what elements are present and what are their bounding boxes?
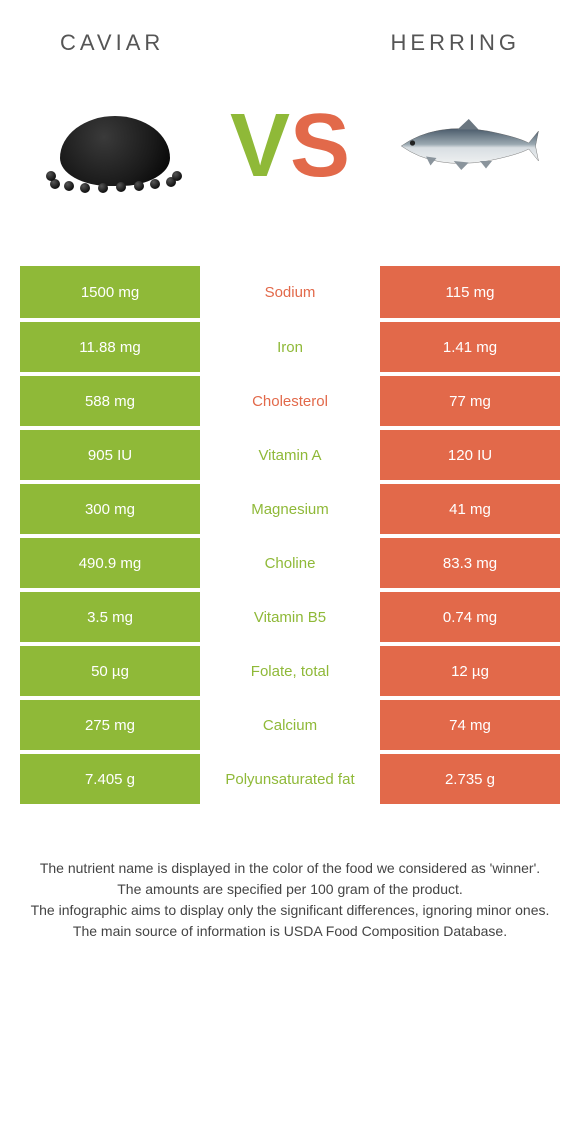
footer-line-3: The infographic aims to display only the… [30,900,550,921]
footer-notes: The nutrient name is displayed in the co… [0,808,580,942]
right-value: 41 mg [380,482,560,536]
nutrient-label: Vitamin B5 [200,590,380,644]
vs-v: V [230,101,290,191]
right-value: 77 mg [380,374,560,428]
caviar-image [40,86,190,206]
left-value: 50 µg [20,644,200,698]
image-row: VS [0,66,580,266]
table-row: 300 mgMagnesium41 mg [20,482,560,536]
table-row: 490.9 mgCholine83.3 mg [20,536,560,590]
footer-line-4: The main source of information is USDA F… [30,921,550,942]
right-value: 74 mg [380,698,560,752]
left-value: 7.405 g [20,752,200,806]
right-value: 83.3 mg [380,536,560,590]
table-row: 905 IUVitamin A120 IU [20,428,560,482]
left-value: 1500 mg [20,266,200,320]
table-row: 50 µgFolate, total12 µg [20,644,560,698]
nutrient-label: Cholesterol [200,374,380,428]
table-row: 7.405 gPolyunsaturated fat2.735 g [20,752,560,806]
footer-line-2: The amounts are specified per 100 gram o… [30,879,550,900]
nutrient-label: Sodium [200,266,380,320]
nutrient-table: 1500 mgSodium115 mg11.88 mgIron1.41 mg58… [20,266,560,808]
nutrient-label: Choline [200,536,380,590]
footer-line-1: The nutrient name is displayed in the co… [30,858,550,879]
table-row: 275 mgCalcium74 mg [20,698,560,752]
nutrient-label: Calcium [200,698,380,752]
nutrient-label: Vitamin A [200,428,380,482]
right-value: 1.41 mg [380,320,560,374]
table-row: 588 mgCholesterol77 mg [20,374,560,428]
vs-s: S [290,101,350,191]
left-value: 11.88 mg [20,320,200,374]
right-value: 2.735 g [380,752,560,806]
nutrient-label: Iron [200,320,380,374]
nutrient-label: Magnesium [200,482,380,536]
herring-image [390,86,540,206]
right-value: 115 mg [380,266,560,320]
left-food-title: CAVIAR [60,30,164,56]
header: CAVIAR HERRING [0,0,580,66]
nutrient-label: Polyunsaturated fat [200,752,380,806]
right-value: 12 µg [380,644,560,698]
table-row: 1500 mgSodium115 mg [20,266,560,320]
right-value: 0.74 mg [380,590,560,644]
left-value: 905 IU [20,428,200,482]
left-value: 275 mg [20,698,200,752]
table-row: 3.5 mgVitamin B50.74 mg [20,590,560,644]
right-value: 120 IU [380,428,560,482]
vs-label: VS [230,101,350,191]
right-food-title: HERRING [391,30,520,56]
table-row: 11.88 mgIron1.41 mg [20,320,560,374]
nutrient-label: Folate, total [200,644,380,698]
left-value: 300 mg [20,482,200,536]
left-value: 490.9 mg [20,536,200,590]
left-value: 3.5 mg [20,590,200,644]
left-value: 588 mg [20,374,200,428]
